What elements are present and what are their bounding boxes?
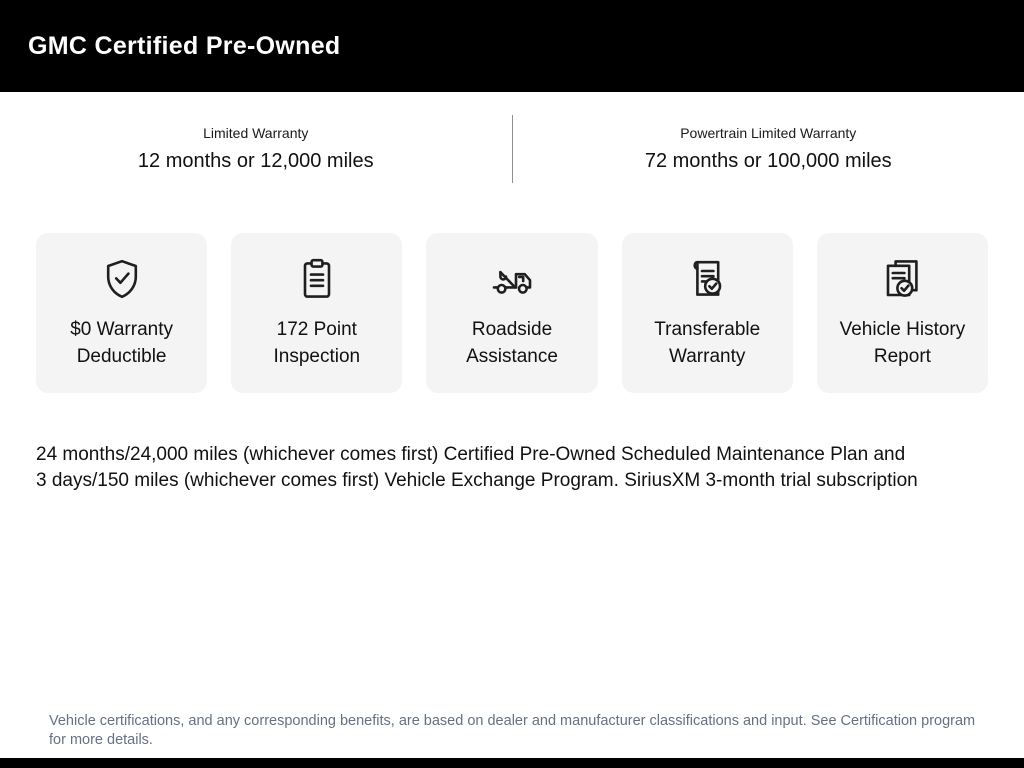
warranty-summary: Limited Warranty 12 months or 12,000 mil…: [0, 112, 1024, 186]
shield-check-icon: [98, 255, 146, 303]
powertrain-warranty-label: Powertrain Limited Warranty: [680, 125, 857, 141]
bottom-bar: [0, 758, 1024, 768]
powertrain-warranty-value: 72 months or 100,000 miles: [644, 150, 892, 172]
feature-card-warranty-deductible: $0 Warranty Deductible: [36, 233, 208, 393]
header-bar: GMC Certified Pre-Owned: [0, 0, 1024, 92]
feature-card-label: 172 Point Inspection: [273, 319, 361, 367]
feature-card-point-inspection: 172 Point Inspection: [231, 233, 403, 393]
benefits-description: 24 months/24,000 miles (whichever comes …: [36, 442, 1001, 494]
limited-warranty-value: 12 months or 12,000 miles: [137, 150, 374, 172]
benefits-description-line2: 3 days/150 miles (whichever comes first)…: [36, 470, 918, 491]
clipboard-inspection-icon: [293, 255, 341, 303]
feature-card-label: $0 Warranty Deductible: [70, 319, 173, 367]
feature-card-label: Roadside Assistance: [466, 319, 558, 367]
limited-warranty-label: Limited Warranty: [203, 125, 309, 141]
warranty-divider: [511, 115, 513, 183]
tow-truck-icon: [488, 255, 536, 303]
receipt-check-icon: [683, 255, 731, 303]
limited-warranty-column: Limited Warranty 12 months or 12,000 mil…: [0, 112, 512, 186]
feature-card-label: Transferable Warranty: [654, 319, 761, 367]
feature-card-transferable-warranty: Transferable Warranty: [621, 233, 793, 393]
feature-card-row: $0 Warranty Deductible 172 Point Inspect…: [36, 233, 989, 393]
feature-card-label: Vehicle History Report: [839, 319, 966, 367]
benefits-description-line1: 24 months/24,000 miles (whichever comes …: [36, 444, 906, 465]
page-title: GMC Certified Pre-Owned: [28, 31, 341, 60]
feature-card-vehicle-history: Vehicle History Report: [816, 233, 989, 393]
certification-disclaimer: Vehicle certifications, and any correspo…: [49, 713, 976, 748]
powertrain-warranty-column: Powertrain Limited Warranty 72 months or…: [513, 112, 1024, 186]
documents-check-icon: [878, 255, 926, 303]
feature-card-roadside-assistance: Roadside Assistance: [426, 233, 598, 393]
